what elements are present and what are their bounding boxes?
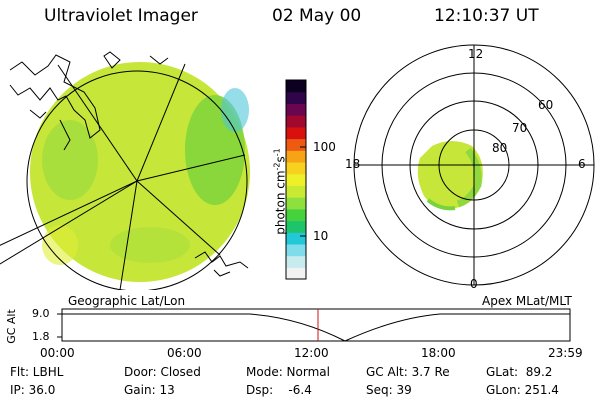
instrument-title: Ultraviolet Imager xyxy=(44,6,198,26)
colorbar-segment xyxy=(286,220,306,233)
colorbar-segment xyxy=(286,267,306,280)
colorbar-segment xyxy=(286,208,306,222)
info-mode: Mode: Normal xyxy=(246,365,330,379)
info-glon: GLon: 251.4 xyxy=(486,383,559,397)
colorbar-segment xyxy=(286,150,306,163)
colorbar-segment xyxy=(286,255,306,268)
colorbar xyxy=(286,80,306,280)
apex-caption: Apex MLat/MLT xyxy=(482,294,572,308)
colorbar-segment xyxy=(286,173,306,186)
colorbar-tick-100: 100 xyxy=(313,140,336,154)
colorbar-segment xyxy=(286,243,306,257)
mlt-label-right: 6 xyxy=(578,157,586,171)
geographic-caption: Geographic Lat/Lon xyxy=(68,294,186,308)
info-seq: Seq: 39 xyxy=(366,383,412,397)
date-label: 02 May 00 xyxy=(272,6,362,26)
colorbar-segment xyxy=(286,126,306,140)
geographic-grid xyxy=(0,51,249,290)
colorbar-segment xyxy=(286,80,306,93)
altitude-tick-1-8: 1.8 xyxy=(32,330,50,343)
mlt-label-bottom: 0 xyxy=(470,277,478,291)
time-label: 12:10:37 UT xyxy=(434,6,539,26)
colorbar-segment xyxy=(286,91,306,105)
colorbar-segment xyxy=(286,103,306,116)
colorbar-segment xyxy=(286,232,306,245)
info-gc-alt: GC Alt: 3.7 Re xyxy=(366,365,450,379)
colorbar-segment xyxy=(286,138,306,151)
x-tick-2359: 23:59 xyxy=(548,346,583,360)
x-tick-1200: 12:00 xyxy=(294,346,329,360)
mlt-label-left: 18 xyxy=(345,157,361,171)
colorbar-segment xyxy=(286,197,306,210)
altitude-curve xyxy=(62,313,570,342)
geographic-image xyxy=(30,62,250,282)
lat-label-70: 70 xyxy=(512,121,528,135)
info-flt: Flt: LBHL xyxy=(10,365,64,379)
colorbar-segment xyxy=(286,185,306,198)
colorbar-segment xyxy=(286,161,306,175)
info-glat: GLat: 89.2 xyxy=(486,365,553,379)
colorbar-segment xyxy=(286,115,306,128)
mlt-label-top: 12 xyxy=(468,47,484,61)
colorbar-frame xyxy=(285,79,307,280)
x-tick-1800: 18:00 xyxy=(421,346,456,360)
info-gain: Gain: 13 xyxy=(124,383,175,397)
info-dsp: Dsp: -6.4 xyxy=(246,383,312,397)
info-door: Door: Closed xyxy=(124,365,201,379)
x-tick-0600: 06:00 xyxy=(167,346,202,360)
colorbar-unit-label: photon cm-2s-1 xyxy=(272,148,288,235)
colorbar-tick-10: 10 xyxy=(313,229,329,243)
lat-label-80: 80 xyxy=(492,141,508,155)
lat-label-60: 60 xyxy=(538,98,554,112)
altitude-tick-9: 9.0 xyxy=(32,307,50,320)
altitude-plot-area xyxy=(57,308,571,342)
polar-grid xyxy=(353,44,595,286)
x-tick-0000: 00:00 xyxy=(40,346,75,360)
altitude-y-label: GC Alt xyxy=(4,309,18,344)
auroral-oval-image xyxy=(417,141,483,211)
info-ip: IP: 36.0 xyxy=(10,383,56,397)
